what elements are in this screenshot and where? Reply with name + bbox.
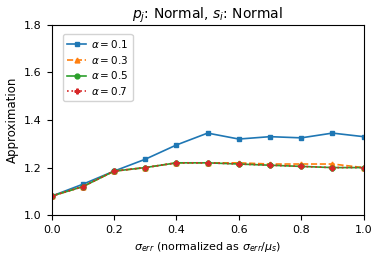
$\alpha = 0.1$ (143, 158, 147, 161)
$\alpha = 0.7$ (268, 164, 272, 167)
$\alpha = 0.5$ (205, 161, 210, 164)
$\alpha = 0.7$ (174, 161, 179, 164)
$\alpha = 0.1$ (49, 194, 54, 198)
$\alpha = 0.3$ (112, 170, 116, 173)
$\alpha = 0.7$ (330, 166, 335, 169)
$\alpha = 0.7$ (81, 185, 85, 188)
$\alpha = 0.1$ (174, 144, 179, 147)
$\alpha = 0.5$ (112, 170, 116, 173)
$\alpha = 0.3$ (205, 161, 210, 164)
$\alpha = 0.1$ (112, 170, 116, 173)
$\alpha = 0.3$ (174, 161, 179, 164)
$\alpha = 0.5$ (81, 185, 85, 188)
Line: $\alpha = 0.1$: $\alpha = 0.1$ (49, 131, 366, 199)
$\alpha = 0.3$ (330, 162, 335, 166)
Y-axis label: Approximation: Approximation (6, 77, 19, 163)
$\alpha = 0.1$ (205, 132, 210, 135)
$\alpha = 0.5$ (330, 166, 335, 169)
Line: $\alpha = 0.5$: $\alpha = 0.5$ (49, 160, 366, 199)
$\alpha = 0.5$ (49, 194, 54, 198)
$\alpha = 0.3$ (237, 161, 241, 164)
$\alpha = 0.3$ (81, 185, 85, 188)
Legend: $\alpha = 0.1$, $\alpha = 0.3$, $\alpha = 0.5$, $\alpha = 0.7$: $\alpha = 0.1$, $\alpha = 0.3$, $\alpha … (63, 34, 133, 101)
$\alpha = 0.7$ (361, 166, 366, 169)
$\alpha = 0.7$ (49, 194, 54, 198)
$\alpha = 0.5$ (174, 161, 179, 164)
Title: $p_j$: Normal, $s_i$: Normal: $p_j$: Normal, $s_i$: Normal (132, 5, 283, 25)
$\alpha = 0.5$ (143, 166, 147, 169)
$\alpha = 0.7$ (112, 170, 116, 173)
$\alpha = 0.1$ (237, 138, 241, 141)
$\alpha = 0.1$ (268, 135, 272, 138)
Line: $\alpha = 0.3$: $\alpha = 0.3$ (49, 160, 366, 199)
$\alpha = 0.7$ (299, 165, 304, 168)
$\alpha = 0.5$ (299, 165, 304, 168)
$\alpha = 0.5$ (361, 166, 366, 169)
$\alpha = 0.1$ (330, 132, 335, 135)
X-axis label: $\sigma_{err}$ (normalized as $\sigma_{err}/\mu_s$): $\sigma_{err}$ (normalized as $\sigma_{e… (134, 240, 281, 255)
Line: $\alpha = 0.7$: $\alpha = 0.7$ (49, 160, 366, 199)
$\alpha = 0.1$ (81, 183, 85, 186)
$\alpha = 0.3$ (268, 162, 272, 166)
$\alpha = 0.3$ (49, 194, 54, 198)
$\alpha = 0.3$ (299, 162, 304, 166)
$\alpha = 0.7$ (237, 162, 241, 166)
$\alpha = 0.1$ (361, 135, 366, 138)
$\alpha = 0.1$ (299, 136, 304, 139)
$\alpha = 0.5$ (268, 164, 272, 167)
$\alpha = 0.3$ (143, 166, 147, 169)
$\alpha = 0.7$ (143, 166, 147, 169)
$\alpha = 0.5$ (237, 162, 241, 166)
$\alpha = 0.3$ (361, 166, 366, 169)
$\alpha = 0.7$ (205, 161, 210, 164)
